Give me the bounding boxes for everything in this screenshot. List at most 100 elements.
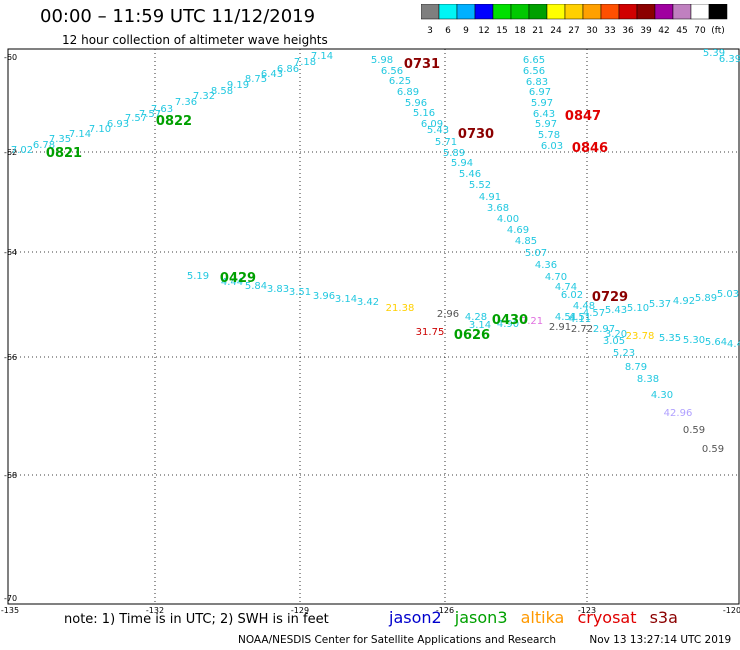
wave-height-label: 5.03 [717, 289, 739, 300]
colorbar-label: 30 [586, 26, 598, 36]
wave-height-label: 4.74 [555, 282, 577, 293]
wave-height-label: 5.10 [627, 303, 649, 314]
track-g: 5.396.39 [703, 48, 740, 65]
wave-height-label: 5.78 [538, 130, 560, 141]
wave-height-label: 3.20 [605, 329, 627, 340]
wave-height-label: 5.37 [649, 299, 671, 310]
wave-height-label: 3.51 [289, 287, 311, 298]
wave-height-label: 3.96 [313, 291, 335, 302]
wave-height-label: 2.91 [549, 322, 571, 333]
wave-height-label: 6.89 [397, 87, 419, 98]
lat-tick-label: -70 [4, 594, 17, 603]
wave-height-label: 6.78 [33, 140, 55, 151]
wave-height-label: 3.14 [469, 320, 491, 331]
wave-height-label: 7.21 [521, 316, 543, 327]
wave-height-label: 4.51 [569, 312, 591, 323]
colorbar-label: 12 [478, 26, 489, 36]
lat-tick-label: -68 [4, 471, 17, 480]
wave-height-label: 6.03 [541, 141, 563, 152]
wave-height-label: 21.38 [386, 303, 415, 314]
colorbar-label: 15 [496, 26, 507, 36]
wave-height-label: 4.30 [651, 390, 673, 401]
colorbar-swatch [708, 4, 728, 20]
wave-height-label: 42.96 [664, 408, 693, 419]
time-label: 0430 [492, 313, 528, 328]
wave-height-label: 3.14 [335, 294, 357, 305]
colorbar-label: 70 [694, 26, 706, 36]
wave-height-label: 6.56 [381, 66, 403, 77]
track-e: 4.283.14 4.90 4.114.512.973.203.055.238.79… [465, 312, 673, 401]
color-scale-legend: 3 6 9 12 15 18 21 24 27 30 33 36 39 42 45 70 (ft) [421, 4, 728, 36]
wave-height-label: 6.93 [107, 119, 129, 130]
wave-height-label: 5.35 [659, 333, 681, 344]
wave-height-label: 7.10 [89, 124, 111, 135]
legend-jason3: jason3 [454, 608, 508, 627]
wave-height-label: 7.14 [311, 51, 333, 62]
lat-tick-label: -66 [4, 353, 17, 362]
wave-height-label: 4.36 [535, 260, 557, 271]
wave-height-label: 3.68 [487, 203, 509, 214]
time-label: 0626 [454, 328, 490, 343]
time-label: 0822 [156, 114, 192, 129]
track-c: 6.656.566.836.975.976.435.975.786.03 [523, 55, 563, 152]
wave-height-label: 4.69 [507, 225, 529, 236]
wave-height-label: 7.57 [125, 113, 147, 124]
wave-height-label: 8.75 [245, 74, 267, 85]
wave-height-label: 7.32 [193, 91, 215, 102]
wave-height-label: 4.57 [583, 308, 605, 319]
colorbar-label: 21 [532, 26, 543, 36]
time-label: 0821 [46, 146, 82, 161]
wave-height-label: 5.52 [469, 180, 491, 191]
wave-height-label: 6.43 [533, 109, 555, 120]
wave-height-label: 8.79 [625, 362, 647, 373]
wave-height-label: 5.19 [187, 271, 209, 282]
satellite-legend: jason2 jason3 altika cryosat s3a [389, 608, 686, 627]
wave-height-label: 4.00 [497, 214, 519, 225]
wave-height-label: 0.59 [702, 444, 724, 455]
wave-height-label: 3.42 [357, 297, 379, 308]
lon-tick-label: -135 [1, 606, 19, 615]
wave-height-label: 7.36 [175, 97, 197, 108]
wave-height-label: 5.94 [451, 158, 473, 169]
wave-height-label: 4.4 [727, 339, 740, 350]
lon-tick-label: -123 [578, 606, 596, 615]
track-d: 5.19 4.44 5.84 3.83 3.51 3.96 3.14 3.42 [187, 271, 379, 308]
wave-height-label: 4.28 [465, 312, 487, 323]
legend-cryosat: cryosat [577, 608, 637, 627]
time-label: 0731 [404, 57, 440, 72]
wave-height-label: 5.64 [705, 337, 727, 348]
track-f: 5.35 5.30 5.64 4.4 [659, 333, 740, 350]
wave-height-label: 2.72 [571, 324, 593, 335]
credit-timestamp: Nov 13 13:27:14 UTC 2019 [589, 634, 732, 646]
colorbar-label: 9 [463, 26, 469, 36]
wave-height-label: 4.51 [555, 312, 577, 323]
wave-height-label: 6.83 [526, 77, 548, 88]
wave-height-label: 6.86 [277, 64, 299, 75]
lon-tick-label: -120 [723, 606, 740, 615]
wave-height-label: 8.58 [211, 86, 233, 97]
time-label: 0429 [220, 271, 256, 286]
colorbar-label: 33 [604, 26, 615, 36]
time-label: 0847 [565, 109, 601, 124]
wave-height-label: 6.97 [529, 87, 551, 98]
wave-height-label: 5.71 [435, 137, 457, 148]
credit-org: NOAA/NESDIS Center for Satellite Applica… [238, 634, 556, 646]
colorbar-label: (ft) [711, 26, 725, 36]
wave-height-label: 7.35 [49, 134, 71, 145]
wave-height-label: 7.02 [11, 145, 33, 156]
wave-height-label: 9.19 [227, 80, 249, 91]
wave-height-label: 5.98 [371, 55, 393, 66]
wave-height-label: 7.57 [139, 109, 161, 120]
legend-s3a: s3a [649, 608, 678, 627]
wave-height-label: 6.43 [261, 69, 283, 80]
track-b: 5.986.566.256.895.965.166.095.435.715.89… [371, 55, 739, 323]
wave-height-label: 5.89 [695, 293, 717, 304]
wave-height-label: 4.11 [569, 314, 591, 325]
wave-height-label: 23.78 [626, 331, 655, 342]
wave-height-label: 5.97 [535, 119, 557, 130]
colorbar-label: 6 [445, 26, 451, 36]
wave-height-label: 5.16 [413, 108, 435, 119]
wave-height-label: 5.30 [683, 335, 705, 346]
wave-height-label: 5.84 [245, 281, 267, 292]
